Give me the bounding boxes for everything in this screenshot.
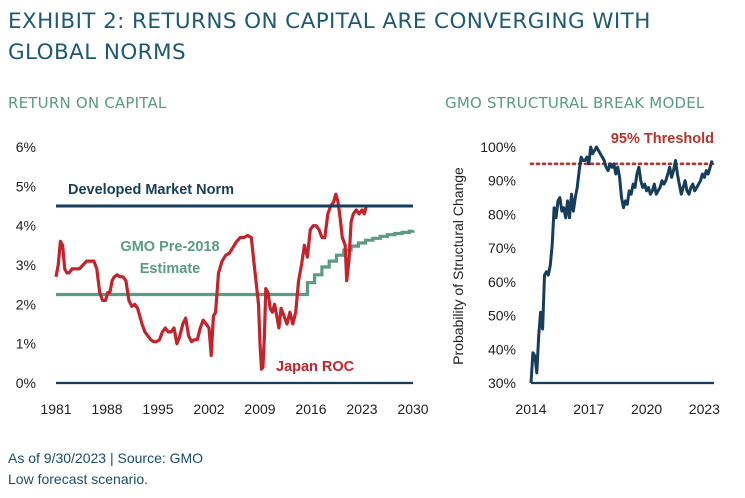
left-x-tick-label: 2016 — [295, 401, 326, 417]
left-x-tick-label: 1988 — [91, 401, 122, 417]
left-x-tick-label: 1981 — [40, 401, 71, 417]
right-y-tick-label: 50% — [488, 308, 516, 324]
left-y-tick-label: 0% — [16, 375, 36, 391]
right-y-tick-label: 80% — [488, 206, 516, 222]
right-y-tick-label: 70% — [488, 240, 516, 256]
right-y-axis-label: Probability of Structural Change — [450, 167, 466, 365]
right-x-tick-label: 2017 — [573, 401, 604, 417]
right-y-tick-label: 100% — [480, 139, 516, 155]
right-x-tick-label: 2014 — [515, 401, 546, 417]
left-y-tick-label: 3% — [16, 257, 36, 273]
estimate-label-line2: Estimate — [140, 261, 200, 277]
left-x-tick-label: 1995 — [142, 401, 173, 417]
left-y-tick-label: 5% — [16, 178, 36, 194]
japan-roc-line — [54, 192, 368, 371]
left-y-tick-label: 1% — [16, 336, 36, 352]
threshold-label: 95% Threshold — [611, 131, 714, 147]
left-x-tick-label: 2023 — [346, 401, 377, 417]
left-x-tick-label: 2002 — [193, 401, 224, 417]
probability-line — [529, 145, 714, 384]
right-x-tick-label: 2023 — [689, 401, 720, 417]
left-y-tick-label: 4% — [16, 218, 36, 234]
right-y-tick-label: 40% — [488, 341, 516, 357]
roc-label: Japan ROC — [276, 359, 355, 375]
norm-label: Developed Market Norm — [68, 182, 234, 198]
right-y-tick-label: 30% — [488, 375, 516, 391]
structural-break-chart: 30% 40% 50% 60% 70% 80% 90% 100% 2014 2017 2020 202… — [450, 131, 720, 417]
exhibit-title: EXHIBIT 2: RETURNS ON CAPITAL ARE CONVER… — [8, 9, 651, 65]
source-note: As of 9/30/2023 | Source: GMO — [8, 450, 204, 466]
forecast-note: Low forecast scenario. — [8, 471, 149, 487]
left-y-tick-label: 2% — [16, 296, 36, 312]
right-chart-title: GMO STRUCTURAL BREAK MODEL — [445, 94, 705, 112]
right-y-tick-label: 60% — [488, 274, 516, 290]
gmo-estimate-line — [56, 229, 415, 297]
left-x-tick-label: 2009 — [244, 401, 275, 417]
return-on-capital-chart: 0% 1% 2% 3% 4% 5% 6% 1981 1988 1995 2002 2009 2016 20… — [16, 139, 429, 417]
left-chart-title: RETURN ON CAPITAL — [8, 94, 167, 112]
right-x-tick-label: 2020 — [631, 401, 662, 417]
left-x-tick-label: 2030 — [397, 401, 428, 417]
right-y-tick-label: 90% — [488, 173, 516, 189]
estimate-label-line1: GMO Pre-2018 — [120, 239, 219, 255]
left-y-tick-label: 6% — [16, 139, 36, 155]
